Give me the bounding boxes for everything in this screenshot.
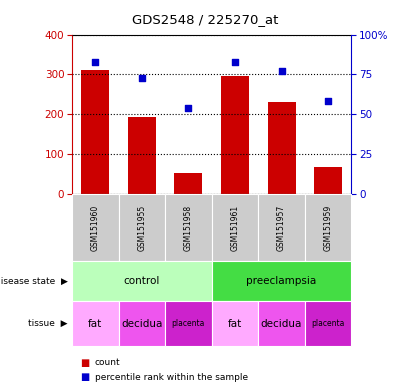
Text: decidua: decidua [121, 318, 162, 329]
Text: fat: fat [228, 318, 242, 329]
Text: GDS2548 / 225270_at: GDS2548 / 225270_at [132, 13, 279, 26]
Text: fat: fat [88, 318, 102, 329]
Text: control: control [124, 276, 160, 286]
Text: GSM151961: GSM151961 [231, 204, 240, 251]
Bar [128, 117, 156, 194]
Point [92, 59, 99, 65]
Text: GSM151957: GSM151957 [277, 204, 286, 251]
Text: disease state  ▶: disease state ▶ [0, 277, 68, 286]
Bar [81, 70, 109, 194]
Bar [314, 167, 342, 194]
Text: GSM151959: GSM151959 [323, 204, 332, 251]
Text: preeclampsia: preeclampsia [247, 276, 316, 286]
Point [139, 74, 145, 81]
Text: GSM151958: GSM151958 [184, 204, 193, 251]
Text: GSM151955: GSM151955 [137, 204, 146, 251]
Point [278, 68, 285, 74]
Text: GSM151960: GSM151960 [91, 204, 100, 251]
Point [232, 59, 238, 65]
Text: placenta: placenta [172, 319, 205, 328]
Text: decidua: decidua [261, 318, 302, 329]
Point [325, 98, 331, 104]
Text: tissue  ▶: tissue ▶ [28, 319, 68, 328]
Point [185, 105, 192, 111]
Bar [174, 173, 202, 194]
Bar [268, 102, 296, 194]
Text: count: count [95, 358, 120, 367]
Bar [221, 76, 249, 194]
Text: ■: ■ [80, 372, 90, 382]
Text: ■: ■ [80, 358, 90, 368]
Text: placenta: placenta [312, 319, 345, 328]
Text: percentile rank within the sample: percentile rank within the sample [95, 372, 248, 382]
